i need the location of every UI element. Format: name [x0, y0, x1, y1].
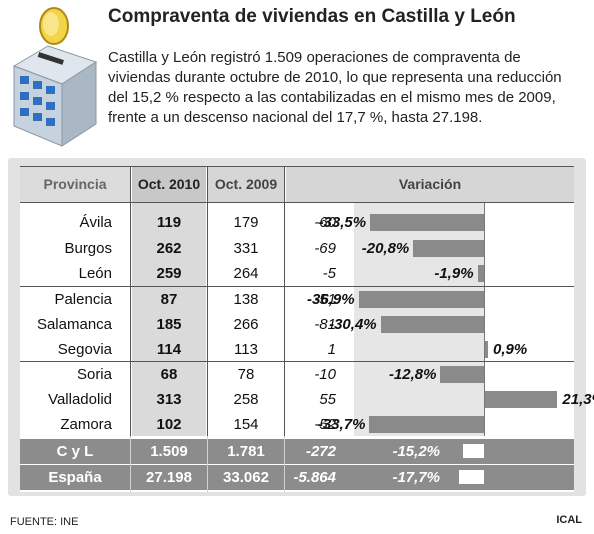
value-oct2010: 119 [156, 214, 182, 231]
oct2010-column-shade [132, 202, 206, 436]
summary-variation-bar [462, 444, 484, 458]
column-divider [130, 166, 131, 492]
value-difference: -60 [314, 214, 336, 231]
summary-oct2009: 33.062 [223, 469, 269, 486]
value-oct2009: 264 [233, 265, 259, 282]
value-difference: 55 [319, 391, 336, 408]
variation-label: -33,5% [318, 214, 367, 231]
value-oct2010: 313 [156, 391, 182, 408]
header-oct2010: Oct. 2010 [132, 166, 206, 202]
province-name: Ávila [79, 214, 112, 231]
value-difference: -5 [322, 265, 336, 282]
column-divider [284, 166, 285, 492]
variation-label: -30,4% [329, 316, 377, 333]
value-oct2009: 113 [234, 341, 258, 358]
intro-text: Castilla y León registró 1.509 operacion… [108, 49, 562, 126]
value-oct2010: 68 [160, 366, 178, 383]
value-oct2009: 179 [233, 214, 259, 231]
variation-label: -12,8% [388, 366, 437, 383]
value-oct2009: 266 [233, 316, 259, 333]
group-divider [20, 361, 574, 362]
summary-column-divider [207, 436, 208, 492]
province-name: Burgos [64, 240, 112, 257]
source-note: FUENTE: INE [10, 516, 79, 528]
summary-column-divider [130, 436, 131, 492]
summary-row: España 27.198 33.062 -5.864 -17,7% [20, 465, 574, 490]
zero-axis-line [484, 202, 485, 436]
value-oct2010: 262 [156, 240, 182, 257]
header-oct2009: Oct. 2009 [208, 166, 284, 202]
variation-bar [358, 291, 484, 308]
value-difference: -51 [314, 291, 336, 308]
summary-name: España [48, 469, 102, 486]
value-oct2009: 138 [233, 291, 259, 308]
variation-bar [485, 341, 489, 358]
value-difference: -81 [314, 316, 336, 333]
value-oct2009: 78 [237, 366, 255, 383]
variation-bar [477, 265, 484, 282]
summary-oct2010: 1.509 [150, 443, 188, 460]
province-name: Segovia [57, 341, 112, 358]
province-name: Zamora [60, 416, 112, 433]
variation-bar [413, 240, 484, 257]
group-divider [20, 286, 574, 287]
variation-bar [485, 391, 558, 408]
summary-variation-bar [459, 470, 484, 484]
variation-label: -20,8% [361, 240, 410, 257]
variation-bar [369, 416, 484, 433]
variation-bar [370, 214, 484, 231]
value-oct2010: 185 [156, 316, 182, 333]
header-variacion: Variación [286, 166, 574, 202]
variation-bar [380, 316, 484, 333]
variation-label: -36,9% [307, 291, 355, 308]
summary-row: C y L 1.509 1.781 -272 -15,2% [20, 439, 574, 464]
variation-label: -1,9% [434, 265, 474, 282]
page-title: Compraventa de viviendas en Castilla y L… [108, 6, 516, 27]
summary-column-divider [284, 436, 285, 492]
value-difference: 1 [327, 341, 336, 358]
value-oct2009: 154 [233, 416, 259, 433]
province-name: Soria [76, 366, 112, 383]
province-name: Palencia [54, 291, 112, 308]
summary-variation-label: -17,7% [392, 469, 440, 486]
value-difference: -52 [314, 416, 336, 433]
summary-name: C y L [56, 443, 94, 460]
header-provincia: Provincia [20, 166, 130, 202]
value-oct2010: 102 [156, 416, 182, 433]
variation-label: 0,9% [493, 341, 528, 358]
summary-oct2010: 27.198 [146, 469, 192, 486]
summary-oct2009: 1.781 [227, 443, 265, 460]
data-table: Provincia Oct. 2010 Oct. 2009 Variación … [20, 166, 594, 492]
variation-label: -33,7% [317, 416, 366, 433]
summary-difference: -272 [305, 443, 336, 460]
value-oct2010: 114 [156, 341, 182, 358]
variation-label: 21,3% [562, 391, 594, 408]
province-name: Valladolid [48, 391, 112, 408]
value-oct2010: 87 [160, 291, 178, 308]
value-oct2010: 259 [156, 265, 182, 282]
summary-variation-label: -15,2% [392, 443, 440, 460]
column-divider [207, 166, 208, 492]
variation-bar [440, 366, 484, 383]
building-coin-icon [12, 7, 98, 147]
value-difference: -69 [314, 240, 336, 257]
credit-label: ICAL [556, 514, 582, 526]
header-bottom-border [20, 202, 574, 203]
value-oct2009: 258 [233, 391, 259, 408]
value-difference: -10 [314, 366, 336, 383]
summary-difference: -5.864 [293, 469, 336, 486]
value-oct2009: 331 [233, 240, 259, 257]
province-name: Salamanca [36, 316, 112, 333]
table-top-border [20, 166, 574, 167]
province-name: León [78, 265, 112, 282]
